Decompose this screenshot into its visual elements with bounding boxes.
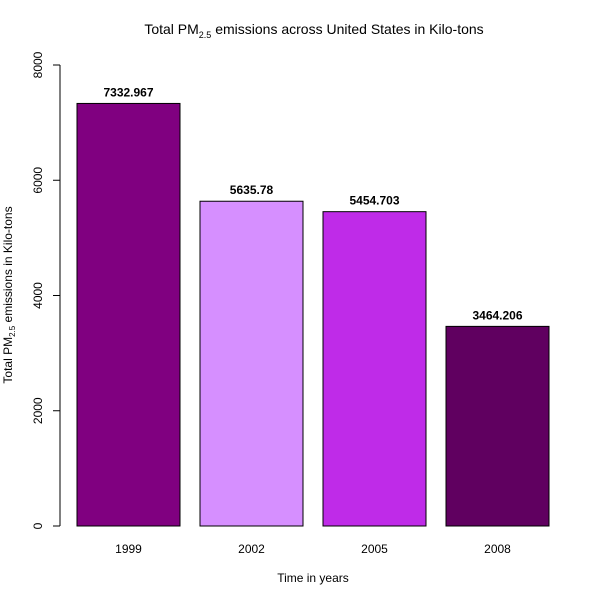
bar <box>322 211 427 527</box>
bar <box>76 102 181 527</box>
y-tick-label: 2000 <box>31 397 45 424</box>
y-axis-label: Total PM2.5 emissions in Kilo-tons <box>1 206 17 383</box>
x-tick-label: 2008 <box>484 542 511 556</box>
x-axis-label: Time in years <box>277 571 349 585</box>
bar-value-label: 3464.206 <box>472 308 522 322</box>
bar-value-label: 5635.78 <box>230 183 274 197</box>
y-tick-label: 4000 <box>31 282 45 309</box>
x-tick-label: 1999 <box>115 542 142 556</box>
y-axis: 0 2000 4000 6000 8000 <box>31 51 61 529</box>
x-tick-label: 2005 <box>361 542 388 556</box>
bar-value-label: 7332.967 <box>103 85 153 99</box>
y-tick-label: 0 <box>31 522 45 529</box>
bar <box>199 200 304 527</box>
chart-title: Total PM2.5 emissions across United Stat… <box>144 21 483 40</box>
x-tick-label: 2002 <box>238 542 265 556</box>
y-tick-label: 6000 <box>31 167 45 194</box>
bar-value-label: 5454.703 <box>349 194 399 208</box>
bar <box>445 325 550 527</box>
bars: 7332.967 1999 5635.78 2002 5454.703 2005 3464.… <box>76 85 550 556</box>
y-tick-label: 8000 <box>31 51 45 78</box>
